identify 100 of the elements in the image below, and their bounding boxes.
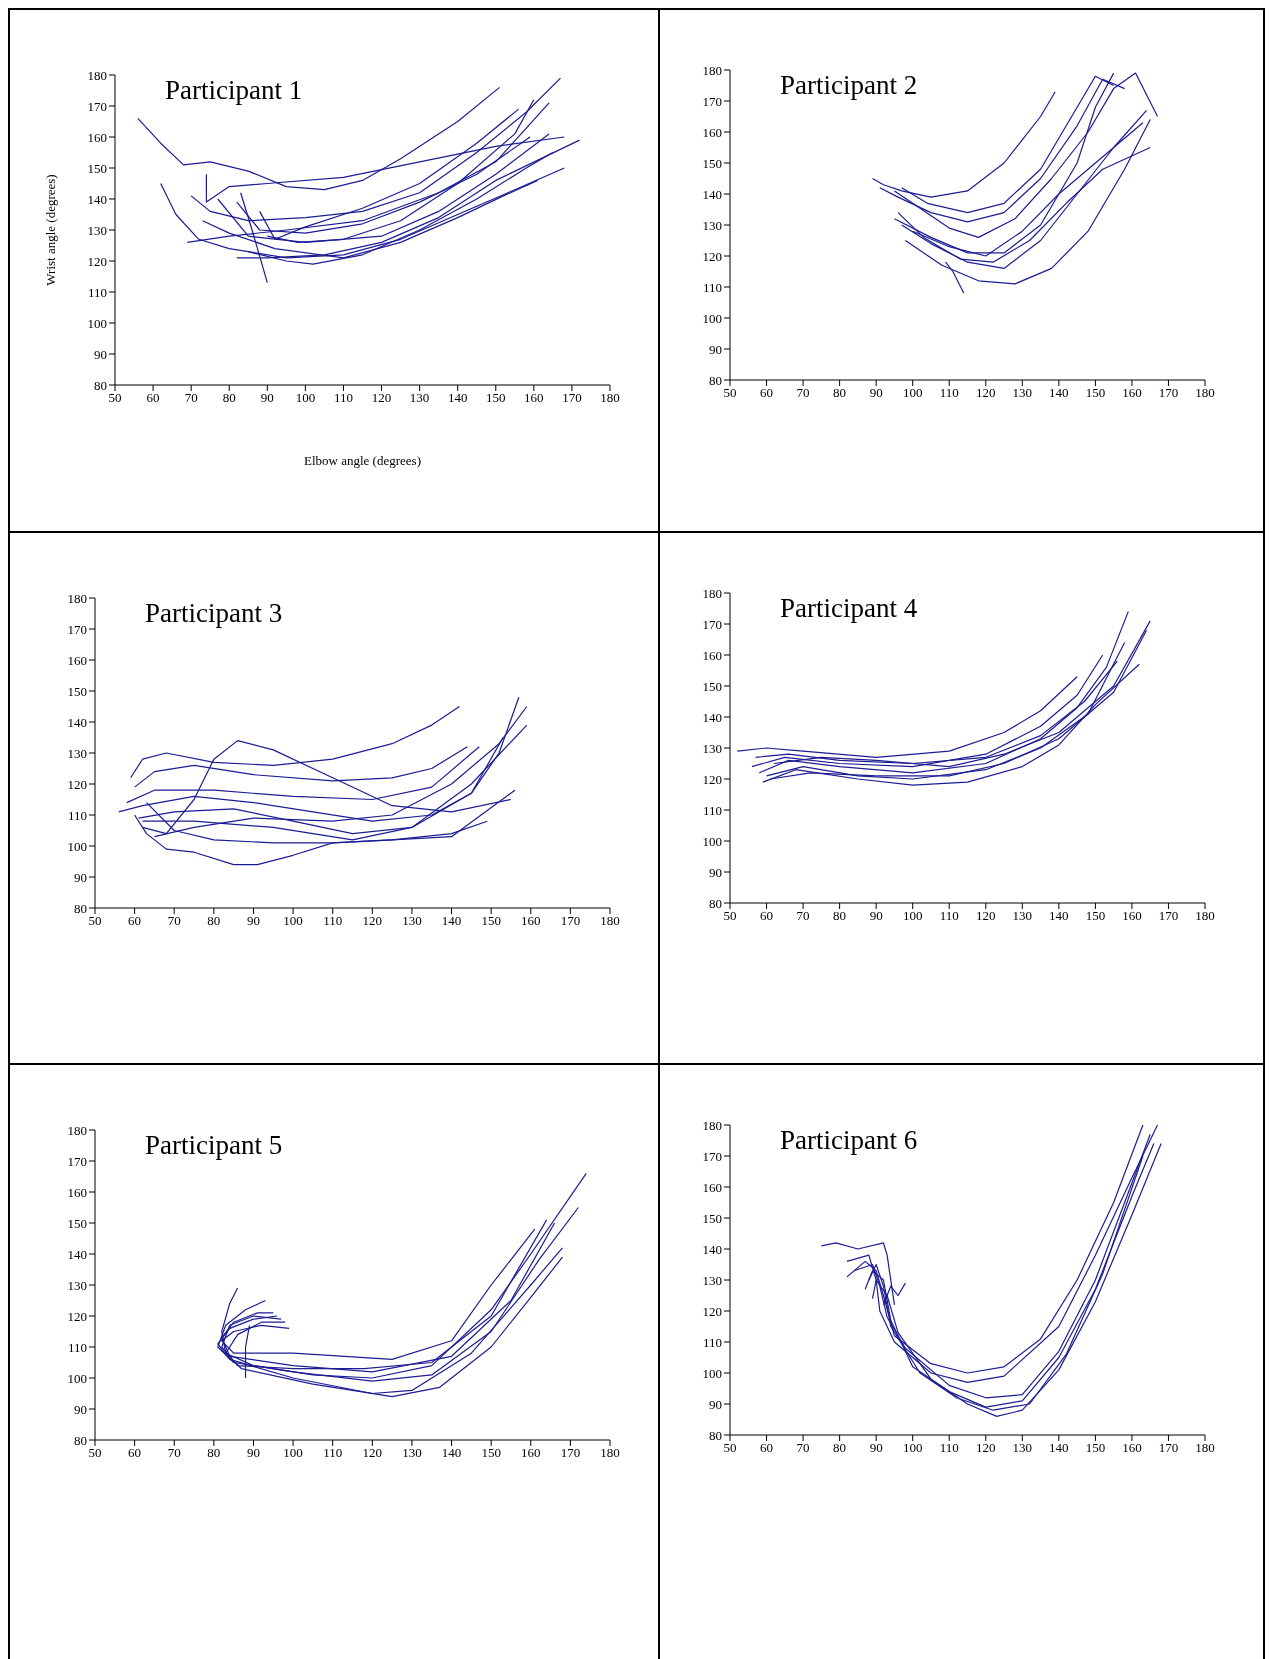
x-tick-label: 130 [1012,385,1033,401]
x-tick-label: 110 [333,390,353,406]
x-tick-label: 170 [1158,908,1179,924]
x-tick-label: 140 [447,390,468,406]
y-tick-label: 110 [67,1339,87,1355]
y-tick-label: 100 [702,833,722,849]
x-tick-label: 60 [760,385,774,401]
x-tick-label: 100 [902,908,923,924]
x-tick-label: 140 [1049,385,1069,401]
x-tick-label: 160 [1122,385,1142,401]
y-tick-label: 90 [709,341,722,357]
x-tick-label: 70 [167,1445,181,1461]
x-tick-label: 80 [833,1440,847,1456]
y-tick-label: 170 [67,1153,87,1169]
x-tick-label: 130 [409,390,430,406]
x-tick-label: 90 [869,1440,883,1456]
y-tick-label: 110 [87,284,107,300]
x-tick-label: 120 [976,908,996,924]
chart-title: Participant 5 [145,1130,283,1161]
x-tick-label: 100 [902,385,923,401]
y-tick-label: 120 [702,771,722,787]
x-tick-label: 130 [402,913,422,929]
x-tick-label: 170 [560,1445,581,1461]
chart-title: Participant 6 [780,1125,918,1156]
x-tick-label: 80 [207,1445,221,1461]
y-tick-label: 90 [709,1396,722,1412]
y-tick-label: 140 [67,714,87,730]
y-tick-label: 110 [702,279,722,295]
x-tick-label: 100 [283,1445,303,1461]
y-tick-label: 170 [702,1148,722,1164]
x-tick-label: 50 [88,1445,102,1461]
x-tick-label: 140 [1049,908,1069,924]
y-tick-label: 150 [67,1215,87,1231]
x-tick-label: 100 [902,1440,923,1456]
y-tick-label: 140 [87,191,107,207]
x-tick-label: 120 [976,1440,996,1456]
x-tick-label: 160 [1122,908,1142,924]
y-tick-label: 120 [67,776,87,792]
x-tick-label: 110 [939,385,959,401]
x-tick-label: 80 [207,913,221,929]
y-tick-label: 110 [67,807,87,823]
x-tick-label: 50 [723,908,737,924]
x-tick-label: 50 [723,1440,737,1456]
x-tick-label: 60 [760,1440,774,1456]
x-tick-label: 60 [146,390,160,406]
x-tick-label: 90 [869,908,883,924]
y-tick-label: 120 [702,248,722,264]
y-tick-label: 130 [67,1277,87,1293]
y-tick-label: 90 [74,869,87,885]
x-tick-label: 110 [323,913,343,929]
x-tick-label: 100 [295,390,316,406]
y-tick-label: 140 [702,709,722,725]
x-tick-label: 90 [246,1445,260,1461]
y-tick-label: 180 [67,1122,87,1138]
y-tick-label: 160 [87,129,107,145]
chart-title: Participant 1 [165,75,303,106]
y-tick-label: 170 [702,93,722,109]
x-tick-label: 140 [441,913,462,929]
y-tick-label: 180 [702,62,722,78]
x-tick-label: 70 [167,913,181,929]
x-tick-label: 160 [521,913,541,929]
x-tick-label: 160 [521,1445,541,1461]
x-tick-label: 80 [833,908,847,924]
y-tick-label: 130 [67,745,87,761]
y-tick-label: 180 [702,1117,722,1133]
y-tick-label: 120 [87,253,107,269]
y-tick-label: 90 [74,1401,87,1417]
x-tick-label: 90 [246,913,260,929]
x-tick-label: 120 [371,390,392,406]
y-tick-label: 100 [87,315,107,331]
x-tick-label: 120 [976,385,996,401]
x-tick-label: 60 [128,1445,142,1461]
x-tick-label: 180 [1195,385,1215,401]
y-tick-label: 90 [94,346,107,362]
y-tick-label: 110 [702,802,722,818]
x-tick-label: 110 [939,1440,959,1456]
x-axis-title: Elbow angle (degrees) [304,453,421,468]
x-tick-label: 150 [1085,1440,1106,1456]
x-tick-label: 180 [600,390,620,406]
y-tick-label: 150 [702,155,722,171]
y-tick-label: 160 [702,647,722,663]
x-tick-label: 130 [1012,908,1033,924]
x-tick-label: 60 [760,908,774,924]
y-tick-label: 150 [87,160,107,176]
x-tick-label: 150 [481,913,501,929]
y-tick-label: 130 [702,740,722,756]
x-tick-label: 120 [362,1445,383,1461]
y-tick-label: 150 [702,1210,722,1226]
y-tick-label: 100 [67,1370,87,1386]
x-tick-label: 150 [481,1445,501,1461]
y-tick-label: 180 [67,590,87,606]
y-tick-label: 170 [67,621,87,637]
y-tick-label: 130 [702,217,722,233]
y-tick-label: 120 [67,1308,87,1324]
y-tick-label: 130 [87,222,107,238]
y-tick-label: 180 [87,67,107,83]
x-tick-label: 70 [796,1440,810,1456]
x-tick-label: 130 [402,1445,422,1461]
x-tick-label: 130 [1012,1440,1033,1456]
y-tick-label: 80 [709,1427,722,1443]
